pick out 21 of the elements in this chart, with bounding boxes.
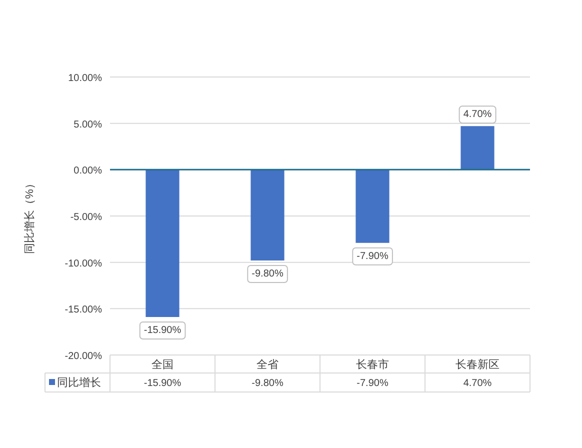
y-tick-label: -10.00% [64, 258, 102, 270]
text: 4.70% [463, 109, 492, 120]
x-tick-label: 长春新区 [456, 358, 500, 371]
y-axis-title: 同比增长（%） [23, 178, 36, 254]
y-tick-label: 5.00% [74, 119, 102, 130]
x-tick-label: 全国 [152, 359, 174, 371]
text: -7.90% [356, 250, 388, 262]
x-tick-label: 全省 [256, 358, 278, 371]
y-tick-label: 0.00% [74, 166, 102, 177]
text: -15.90% [144, 325, 182, 336]
text: -9.80% [252, 268, 284, 280]
y-tick-label: -15.00% [64, 304, 102, 316]
data-label: -9.80% [252, 378, 284, 389]
data-label: -15.90% [144, 378, 182, 389]
x-tick-label: 长春市 [356, 358, 389, 371]
y-tick-label: -20.00% [64, 351, 102, 362]
legend-label: 同比增长 [57, 376, 101, 389]
data-label: -7.90% [356, 378, 388, 389]
data-label: 4.70% [463, 378, 492, 389]
y-tick-label: -5.00% [70, 212, 102, 223]
y-tick-label: 10.00% [68, 73, 102, 84]
